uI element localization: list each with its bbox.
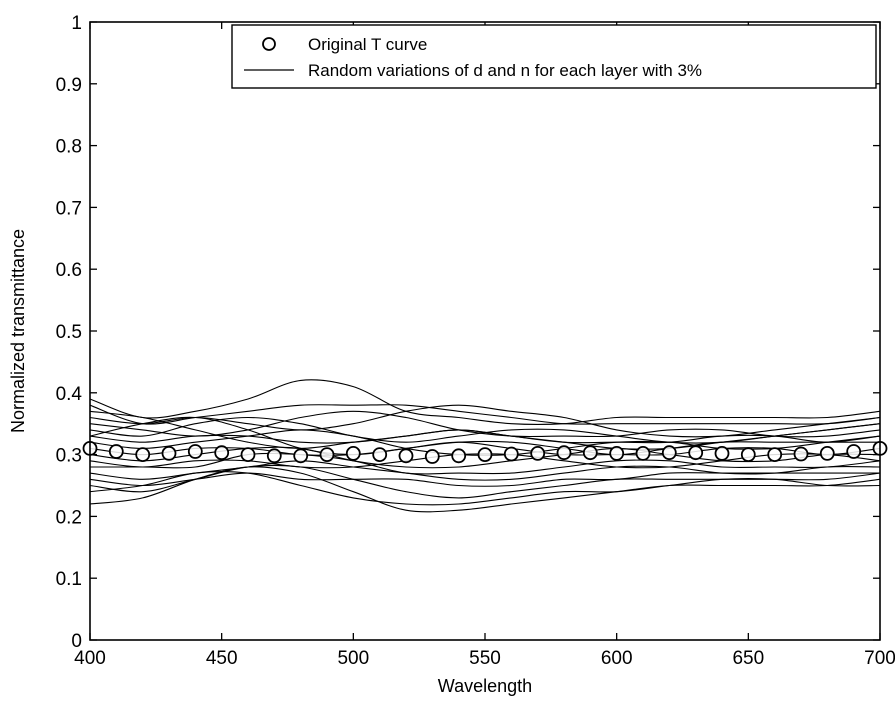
original-curve-point bbox=[266, 448, 282, 464]
y-tick-label: 0.3 bbox=[56, 446, 82, 467]
original-curve-point bbox=[556, 445, 572, 461]
original-curve-point bbox=[661, 445, 677, 461]
variation-line-16 bbox=[89, 471, 881, 506]
x-tick-label: 550 bbox=[469, 648, 501, 669]
variation-line-12 bbox=[89, 460, 881, 481]
y-axis-label: Normalized transmittance bbox=[8, 229, 28, 433]
variation-line-2 bbox=[89, 404, 881, 425]
y-tick-label: 0.6 bbox=[56, 260, 82, 281]
original-curve-point bbox=[609, 445, 625, 461]
x-tick-label: 500 bbox=[337, 648, 369, 669]
original-curve-point bbox=[477, 447, 493, 463]
variation-line-1 bbox=[89, 379, 881, 425]
original-curve-point bbox=[345, 445, 361, 461]
original-curve-point bbox=[503, 446, 519, 462]
original-curve-point bbox=[582, 445, 598, 461]
variation-line-14 bbox=[89, 464, 881, 499]
x-tick-label: 650 bbox=[732, 648, 764, 669]
y-tick-label: 0.9 bbox=[56, 75, 82, 96]
original-curve-markers bbox=[82, 440, 888, 464]
original-curve-point bbox=[372, 447, 388, 463]
variation-line-13 bbox=[89, 472, 880, 487]
x-axis-label: Wavelength bbox=[438, 676, 532, 696]
original-curve-point bbox=[135, 447, 151, 463]
original-curve-point bbox=[740, 447, 756, 463]
variation-lines bbox=[89, 379, 881, 513]
variation-line-17 bbox=[89, 410, 881, 450]
original-curve-point bbox=[424, 449, 440, 464]
original-curve-point bbox=[187, 444, 203, 459]
y-tick-label: 0.1 bbox=[56, 569, 82, 590]
y-tick-label: 0.5 bbox=[56, 322, 82, 343]
original-curve-point bbox=[688, 445, 704, 461]
x-tick-label: 400 bbox=[74, 648, 106, 669]
x-tick-label: 450 bbox=[206, 648, 238, 669]
original-curve-point bbox=[819, 445, 835, 461]
y-tick-label: 0.2 bbox=[56, 507, 82, 528]
x-tick-label: 600 bbox=[601, 648, 633, 669]
original-curve-point bbox=[240, 447, 256, 463]
x-axis: 400 450 500 550 600 650 700 bbox=[74, 22, 895, 669]
y-tick-label: 0.4 bbox=[56, 384, 83, 405]
original-curve-point bbox=[293, 448, 309, 464]
variation-line-11 bbox=[89, 452, 881, 475]
legend-entry-variations: Random variations of d and n for each la… bbox=[308, 61, 702, 80]
original-curve-point bbox=[319, 447, 335, 463]
legend-box bbox=[231, 24, 877, 89]
original-curve-point bbox=[714, 445, 730, 461]
x-tick-label: 700 bbox=[864, 648, 895, 669]
y-tick-label: 0.7 bbox=[56, 198, 82, 219]
legend-entry-original: Original T curve bbox=[308, 35, 427, 54]
y-tick-label: 0.8 bbox=[56, 137, 82, 158]
original-curve-point bbox=[161, 445, 177, 461]
y-tick-label: 1 bbox=[71, 13, 82, 34]
original-curve-point bbox=[767, 447, 783, 463]
original-curve-point bbox=[635, 445, 651, 461]
legend-circle-marker bbox=[262, 37, 276, 51]
original-curve-point bbox=[530, 445, 546, 461]
original-curve-point bbox=[214, 445, 230, 461]
y-tick-label: 0 bbox=[71, 631, 82, 652]
original-curve-point bbox=[793, 446, 809, 462]
y-axis: 0 0.1 0.2 0.3 0.4 0.5 0.6 0.7 0.8 0.9 1 bbox=[56, 13, 880, 652]
variation-line-18 bbox=[89, 416, 880, 456]
original-curve-point bbox=[846, 444, 862, 459]
original-curve-point bbox=[451, 448, 467, 464]
original-curve-point bbox=[398, 448, 414, 464]
variation-line-4 bbox=[89, 410, 881, 438]
legend: Original T curve Random variations of d … bbox=[231, 24, 877, 89]
original-curve-point bbox=[108, 444, 124, 459]
plot-frame bbox=[89, 21, 881, 641]
